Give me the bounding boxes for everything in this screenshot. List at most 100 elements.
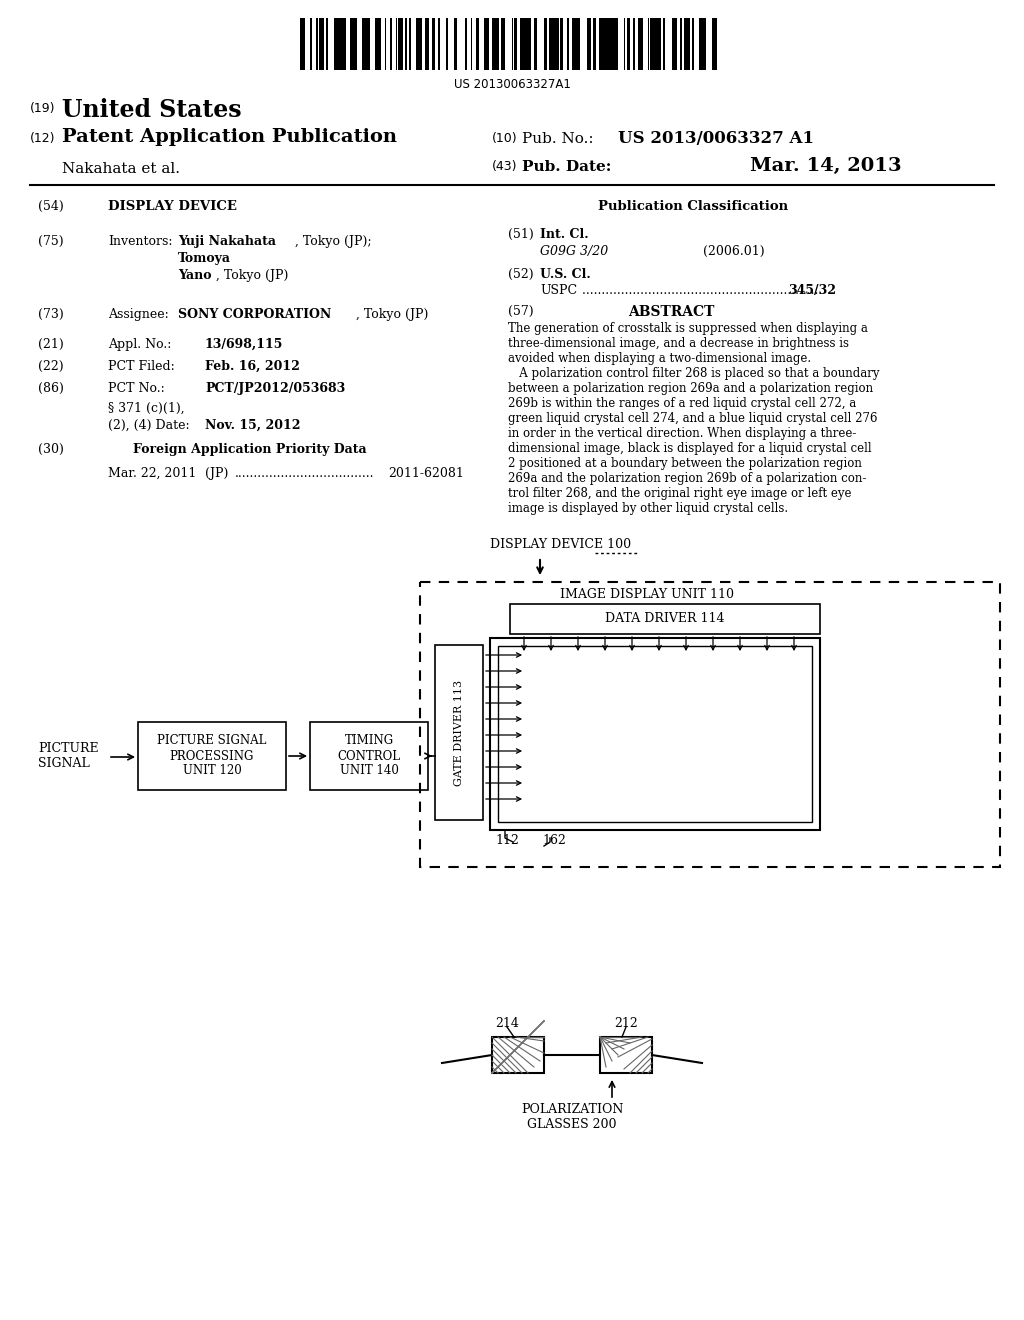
Bar [437, 18, 440, 70]
Bar [452, 18, 454, 70]
Text: (2), (4) Date:: (2), (4) Date: [108, 418, 189, 432]
Bar [411, 18, 412, 70]
Bar [412, 18, 415, 70]
Bar [706, 18, 707, 70]
Bar [300, 18, 302, 70]
Text: SONY CORPORATION: SONY CORPORATION [178, 308, 331, 321]
Text: avoided when displaying a two-dimensional image.: avoided when displaying a two-dimensiona… [508, 352, 811, 366]
Bar [672, 18, 673, 70]
Text: Mar. 22, 2011: Mar. 22, 2011 [108, 467, 197, 480]
Bar [304, 18, 307, 70]
Text: 13/698,115: 13/698,115 [205, 338, 284, 351]
Bar [714, 18, 717, 70]
Text: United States: United States [62, 98, 242, 121]
Bar [392, 18, 394, 70]
Bar [574, 18, 577, 70]
Bar [370, 18, 372, 70]
Text: PCT/JP2012/053683: PCT/JP2012/053683 [205, 381, 345, 395]
Bar [398, 18, 401, 70]
Bar [682, 18, 684, 70]
Bar [590, 18, 591, 70]
Bar [394, 18, 395, 70]
Bar [416, 18, 419, 70]
Text: Inventors:: Inventors: [108, 235, 172, 248]
Bar [633, 18, 635, 70]
Bar [435, 18, 437, 70]
Text: ABSTRACT: ABSTRACT [628, 305, 715, 319]
Bar [504, 18, 505, 70]
Text: Int. Cl.: Int. Cl. [540, 228, 589, 242]
Bar [319, 18, 322, 70]
Text: (21): (21) [38, 338, 63, 351]
Bar [641, 18, 643, 70]
Text: Appl. No.:: Appl. No.: [108, 338, 171, 351]
Text: DATA DRIVER 114: DATA DRIVER 114 [605, 612, 725, 626]
Bar [588, 18, 590, 70]
Bar [638, 18, 639, 70]
Text: A polarization control filter 268 is placed so that a boundary: A polarization control filter 268 is pla… [508, 367, 880, 380]
Text: IMAGE DISPLAY UNIT 110: IMAGE DISPLAY UNIT 110 [560, 587, 734, 601]
Text: (52): (52) [508, 268, 534, 281]
Text: 2 positioned at a boundary between the polarization region: 2 positioned at a boundary between the p… [508, 457, 862, 470]
Bar [409, 18, 411, 70]
Bar [508, 18, 510, 70]
Bar [442, 18, 444, 70]
Bar [547, 18, 549, 70]
Bar [334, 18, 337, 70]
Bar [357, 18, 359, 70]
Text: (JP): (JP) [205, 467, 228, 480]
Text: image is displayed by other liquid crystal cells.: image is displayed by other liquid cryst… [508, 502, 788, 515]
Text: (10): (10) [492, 132, 517, 145]
Text: DISPLAY DEVICE 100: DISPLAY DEVICE 100 [490, 539, 631, 550]
Bar [470, 18, 472, 70]
Bar [580, 18, 583, 70]
Bar [407, 18, 409, 70]
Text: PICTURE
SIGNAL: PICTURE SIGNAL [38, 742, 98, 770]
Bar [527, 18, 529, 70]
Bar [495, 18, 497, 70]
Text: green liquid crystal cell 274, and a blue liquid crystal cell 276: green liquid crystal cell 274, and a blu… [508, 412, 878, 425]
Bar [382, 18, 384, 70]
Bar [693, 18, 696, 70]
Text: Tomoya: Tomoya [178, 252, 231, 265]
Bar [698, 18, 701, 70]
Bar [489, 18, 492, 70]
Bar [390, 18, 392, 70]
Bar [587, 18, 588, 70]
Bar [498, 645, 812, 822]
Bar [554, 18, 556, 70]
Bar [375, 18, 377, 70]
Bar [307, 18, 309, 70]
Bar [422, 18, 425, 70]
Bar [486, 18, 488, 70]
Text: (12): (12) [30, 132, 55, 145]
Text: PCT Filed:: PCT Filed: [108, 360, 175, 374]
Bar [639, 18, 641, 70]
Bar [544, 18, 546, 70]
Bar [612, 18, 614, 70]
Bar [445, 18, 447, 70]
Bar [352, 18, 355, 70]
Bar [538, 18, 541, 70]
Text: 214: 214 [495, 1016, 519, 1030]
Bar [396, 18, 398, 70]
Bar [388, 18, 390, 70]
Text: Mar. 14, 2013: Mar. 14, 2013 [750, 157, 901, 176]
Bar [617, 18, 618, 70]
Text: 212: 212 [614, 1016, 638, 1030]
Text: trol filter 268, and the original right eye image or left eye: trol filter 268, and the original right … [508, 487, 852, 500]
Bar [377, 18, 378, 70]
Bar [322, 18, 324, 70]
Bar [651, 18, 654, 70]
Bar [572, 18, 574, 70]
Bar [476, 18, 477, 70]
Bar [707, 18, 710, 70]
Bar [510, 18, 512, 70]
Bar [479, 18, 481, 70]
Text: Feb. 16, 2012: Feb. 16, 2012 [205, 360, 300, 374]
Bar [316, 18, 317, 70]
Bar [420, 582, 1000, 867]
Bar [350, 18, 352, 70]
Bar [403, 18, 406, 70]
Bar [712, 18, 713, 70]
